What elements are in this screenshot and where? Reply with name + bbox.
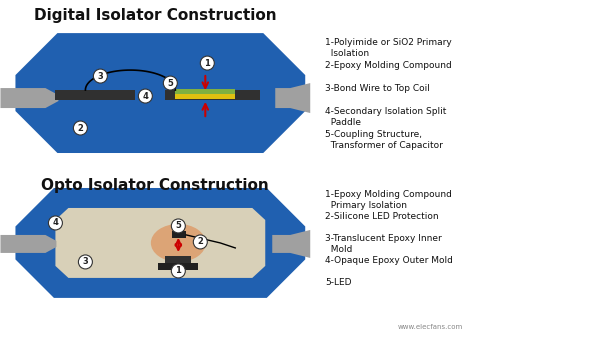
Text: Opto Isolator Construction: Opto Isolator Construction [41, 178, 269, 193]
Text: 5-LED: 5-LED [325, 278, 352, 287]
Text: 3: 3 [98, 72, 103, 80]
Text: 3: 3 [83, 258, 88, 266]
Polygon shape [55, 90, 136, 100]
Circle shape [172, 219, 185, 233]
Polygon shape [55, 208, 265, 278]
Polygon shape [16, 188, 305, 298]
Polygon shape [175, 89, 235, 94]
Text: www.elecfans.com: www.elecfans.com [398, 324, 463, 330]
Ellipse shape [151, 224, 206, 262]
Circle shape [139, 89, 152, 103]
Polygon shape [172, 231, 187, 238]
Text: 1: 1 [205, 58, 210, 68]
Circle shape [73, 121, 88, 135]
Text: 1-Polyimide or SiO2 Primary
  Isolation: 1-Polyimide or SiO2 Primary Isolation [325, 38, 452, 58]
Circle shape [193, 235, 208, 249]
Text: 5: 5 [167, 78, 173, 88]
Circle shape [49, 216, 62, 230]
Text: 2: 2 [197, 237, 203, 246]
Text: 4: 4 [142, 92, 148, 101]
Polygon shape [158, 263, 199, 270]
Circle shape [79, 255, 92, 269]
Circle shape [200, 56, 214, 70]
Text: 2-Epoxy Molding Compound: 2-Epoxy Molding Compound [325, 61, 452, 70]
Text: Digital Isolator Construction: Digital Isolator Construction [34, 8, 277, 23]
Text: 4-Opaque Epoxy Outer Mold: 4-Opaque Epoxy Outer Mold [325, 256, 453, 265]
Circle shape [163, 76, 178, 90]
Text: 4: 4 [52, 218, 58, 227]
Text: 5-Coupling Structure,
  Transformer of Capacitor: 5-Coupling Structure, Transformer of Cap… [325, 130, 443, 150]
Text: 2: 2 [77, 123, 83, 132]
Polygon shape [175, 94, 235, 99]
Polygon shape [166, 256, 191, 263]
Polygon shape [1, 235, 56, 253]
Circle shape [172, 264, 185, 278]
Text: 2-Silicone LED Protection: 2-Silicone LED Protection [325, 212, 439, 221]
Text: 5: 5 [175, 221, 181, 231]
Circle shape [94, 69, 107, 83]
Polygon shape [275, 83, 310, 113]
Text: 1: 1 [175, 266, 181, 275]
Polygon shape [166, 90, 260, 100]
Text: 4-Secondary Isolation Split
  Paddle: 4-Secondary Isolation Split Paddle [325, 107, 446, 127]
Text: 3-Bond Wire to Top Coil: 3-Bond Wire to Top Coil [325, 84, 430, 93]
Polygon shape [1, 88, 58, 108]
Text: 1-Epoxy Molding Compound
  Primary Isolation: 1-Epoxy Molding Compound Primary Isolati… [325, 190, 452, 210]
Text: 3-Translucent Epoxy Inner
  Mold: 3-Translucent Epoxy Inner Mold [325, 234, 442, 254]
Polygon shape [272, 230, 310, 258]
Polygon shape [16, 33, 305, 153]
